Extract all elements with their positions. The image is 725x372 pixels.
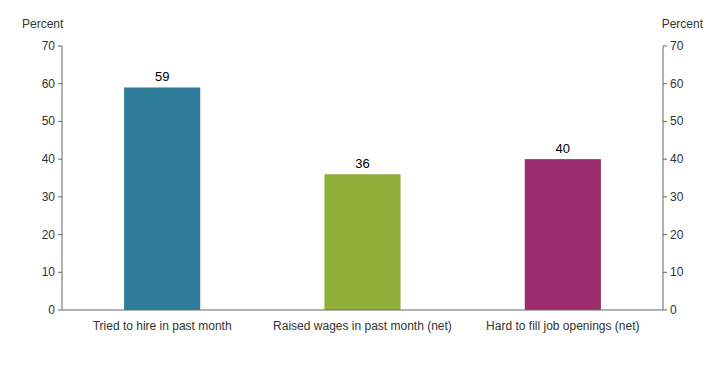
y-tick-label: 60 — [42, 77, 56, 91]
y-axis-label: Percent — [22, 17, 64, 31]
x-axis-line — [62, 310, 663, 311]
y2-axis-label: Percent — [662, 17, 704, 31]
y-tick — [58, 83, 62, 84]
y-tick — [58, 159, 62, 160]
chart-svg: 59 36 40 0 10 20 30 40 50 60 70 0 10 20 30 40 50 60 70 Trie… — [0, 0, 725, 372]
y2-tick-label: 60 — [670, 77, 684, 91]
y2-tick — [663, 121, 667, 122]
y2-axis-line — [663, 46, 664, 310]
data-labels: 59 36 40 — [155, 69, 570, 171]
data-label: 40 — [556, 141, 570, 156]
y-tick — [58, 196, 62, 197]
bar — [324, 174, 400, 310]
y2-tick — [663, 159, 667, 160]
bar — [124, 87, 200, 310]
y2-tick-label: 40 — [670, 152, 684, 166]
y-tick — [58, 121, 62, 122]
y-tick-label: 40 — [42, 152, 56, 166]
data-label: 59 — [155, 69, 169, 84]
y2-tick-label: 10 — [670, 265, 684, 279]
chart-container: 59 36 40 0 10 20 30 40 50 60 70 0 10 20 30 40 50 60 70 Trie… — [0, 0, 725, 372]
y2-tick-label: 30 — [670, 190, 684, 204]
x-tick-label: Hard to fill job openings (net) — [486, 319, 639, 333]
y2-tick — [663, 272, 667, 273]
y-tick-label: 70 — [42, 39, 56, 53]
y-tick — [58, 272, 62, 273]
y-tick — [58, 46, 62, 47]
y-tick-label: 10 — [42, 265, 56, 279]
y-tick-label: 50 — [42, 114, 56, 128]
bars — [124, 87, 601, 310]
axes: 0 10 20 30 40 50 60 70 0 10 20 30 40 50 60 70 Tried to h… — [22, 17, 704, 333]
y2-tick-label: 70 — [670, 39, 684, 53]
y-tick — [58, 310, 62, 311]
y2-tick — [663, 196, 667, 197]
y-tick — [58, 234, 62, 235]
y-tick-label: 30 — [42, 190, 56, 204]
y2-tick — [663, 46, 667, 47]
y2-tick — [663, 310, 667, 311]
y2-tick-label: 0 — [670, 303, 677, 317]
y2-tick — [663, 83, 667, 84]
x-tick-label: Tried to hire in past month — [93, 319, 232, 333]
data-label: 36 — [355, 156, 369, 171]
y2-tick-label: 20 — [670, 228, 684, 242]
bar — [525, 159, 601, 310]
y2-tick-label: 50 — [670, 114, 684, 128]
y-tick-label: 0 — [48, 303, 55, 317]
y2-tick — [663, 234, 667, 235]
y-axis-line — [62, 46, 63, 310]
x-tick-label: Raised wages in past month (net) — [273, 319, 452, 333]
y-tick-label: 20 — [42, 228, 56, 242]
